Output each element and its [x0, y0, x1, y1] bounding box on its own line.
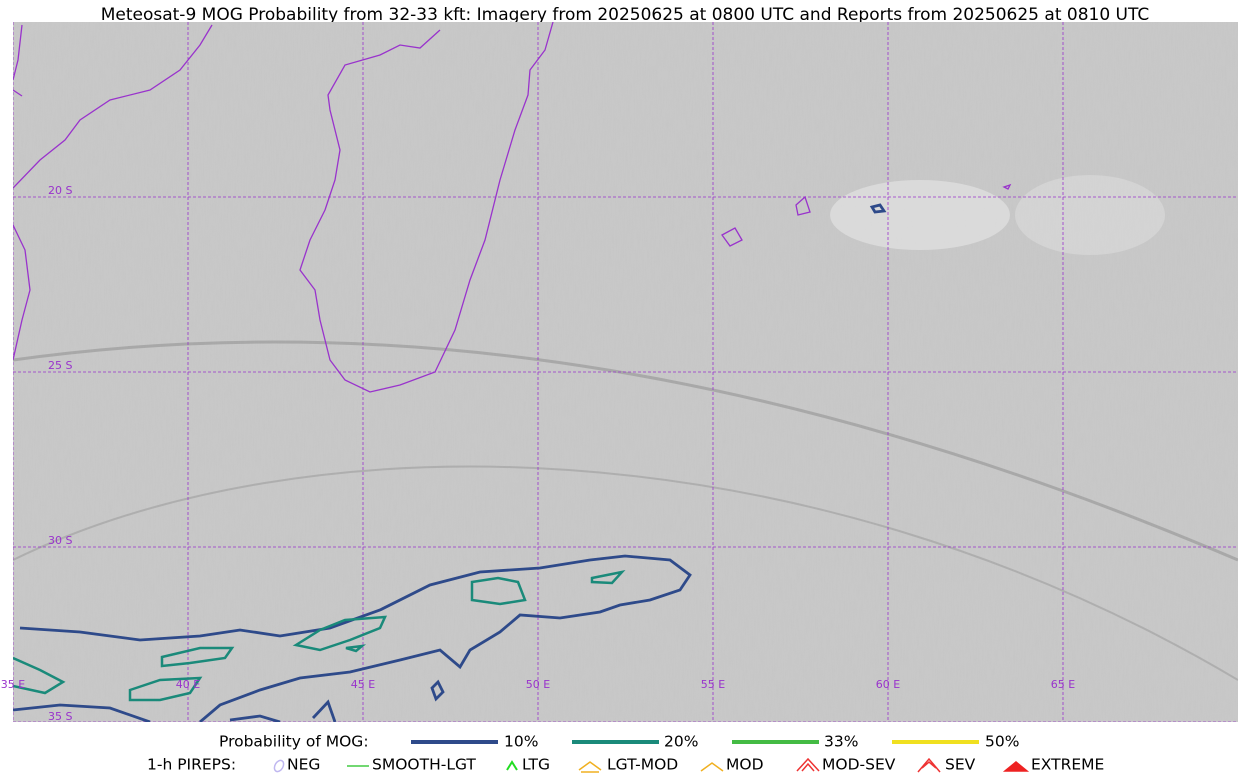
legend-label: EXTREME	[1031, 756, 1104, 774]
cloud-band	[13, 340, 1238, 562]
cloud	[830, 180, 1010, 250]
lon-label: 45 E	[351, 678, 375, 691]
map	[13, 22, 1238, 722]
legend-label: LTG	[522, 756, 550, 774]
mog-10-contours	[13, 203, 887, 722]
legend-label: MOD-SEV	[822, 756, 896, 774]
lon-label: 60 E	[876, 678, 900, 691]
legend-label: MOD	[726, 756, 764, 774]
lat-label: 30 S	[48, 534, 72, 547]
title: Meteosat-9 MOG Probability from 32-33 kf…	[101, 5, 1150, 25]
cloud-band	[13, 465, 1238, 681]
legend-label: SEV	[945, 756, 976, 774]
lon-label: 55 E	[701, 678, 725, 691]
graticule	[13, 22, 1238, 722]
legend-label: 50%	[985, 733, 1019, 751]
legend-title: Probability of MOG:	[219, 733, 369, 751]
mog-20-contours	[13, 570, 626, 702]
legend-label: 33%	[824, 733, 858, 751]
lon-label: 40 E	[176, 678, 200, 691]
lon-label: 35 E	[1, 678, 25, 691]
legend-label: 20%	[664, 733, 698, 751]
legend-label: SMOOTH-LGT	[372, 756, 476, 774]
legend-title: 1-h PIREPS:	[147, 756, 236, 774]
pirep-icons	[273, 757, 1030, 773]
legend: Probability of MOG: 1-h PIREPS: 10% 20% 33…	[147, 733, 1104, 774]
legend-label: LGT-MOD	[607, 756, 678, 774]
grid-labels: 20 S 25 S 30 S 35 S 35 E 40 E 45 E 50 E 55 E 60 E…	[1, 184, 1075, 723]
lat-label: 20 S	[48, 184, 72, 197]
lon-label: 65 E	[1051, 678, 1075, 691]
lat-label: 35 S	[48, 710, 72, 723]
cloud	[1015, 175, 1165, 255]
coastlines	[13, 22, 1012, 393]
lat-label: 25 S	[48, 359, 72, 372]
legend-label: NEG	[287, 756, 320, 774]
lon-label: 50 E	[526, 678, 550, 691]
legend-label: 10%	[504, 733, 538, 751]
